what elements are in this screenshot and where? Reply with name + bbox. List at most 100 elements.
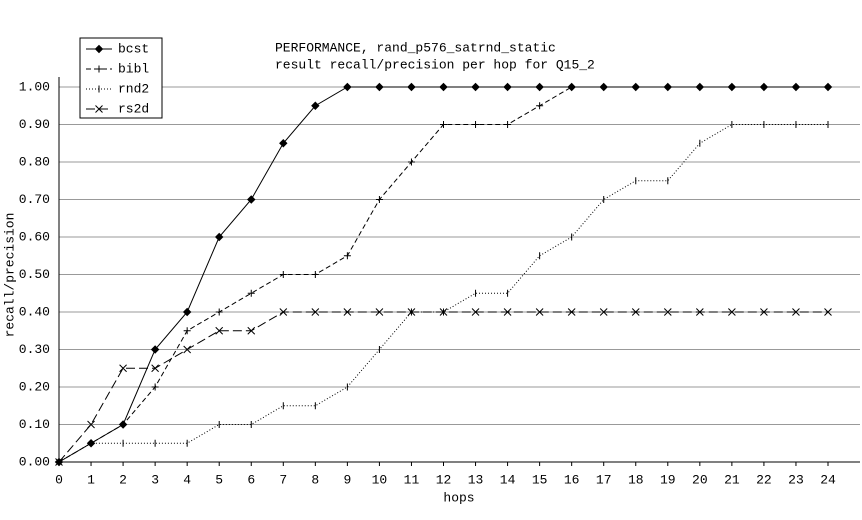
- marker: [55, 458, 63, 466]
- x-tick-label: 17: [596, 472, 612, 487]
- x-tick-label: 5: [215, 472, 223, 487]
- legend-label: rs2d: [118, 101, 149, 116]
- marker: [696, 83, 704, 91]
- marker: [311, 308, 320, 316]
- x-tick-label: 7: [279, 472, 287, 487]
- marker: [535, 308, 544, 316]
- x-tick-label: 3: [151, 472, 159, 487]
- marker: [568, 83, 576, 91]
- x-tick-label: 12: [436, 472, 452, 487]
- x-tick-label: 2: [119, 472, 127, 487]
- marker: [343, 308, 352, 316]
- legend-label: bibl: [118, 61, 149, 76]
- x-tick-label: 22: [756, 472, 772, 487]
- marker: [375, 308, 384, 316]
- marker: [567, 308, 576, 316]
- legend-marker: [95, 105, 103, 113]
- x-tick-label: 24: [820, 472, 836, 487]
- marker: [728, 83, 736, 91]
- marker: [439, 82, 448, 92]
- y-tick-label: 0.80: [19, 154, 50, 169]
- x-axis-label: hops: [443, 490, 474, 505]
- marker: [439, 308, 448, 316]
- x-tick-label: 20: [692, 472, 708, 487]
- marker: [279, 139, 288, 148]
- y-tick-label: 1.00: [19, 79, 50, 94]
- marker: [407, 158, 415, 166]
- marker: [119, 421, 127, 428]
- marker: [151, 364, 159, 373]
- marker: [471, 82, 480, 92]
- legend-label: rnd2: [118, 81, 149, 96]
- marker: [536, 102, 544, 110]
- marker: [247, 289, 255, 297]
- chart-title: PERFORMANCE, rand_p576_satrnd_static: [275, 40, 556, 55]
- x-tick-label: 9: [343, 472, 351, 487]
- marker: [343, 82, 352, 92]
- marker: [695, 308, 704, 316]
- marker: [311, 101, 320, 110]
- marker: [472, 121, 480, 128]
- marker: [279, 271, 287, 278]
- marker: [663, 308, 672, 316]
- x-tick-label: 10: [372, 472, 388, 487]
- x-tick-label: 1: [87, 472, 95, 487]
- marker: [343, 252, 351, 260]
- marker: [632, 83, 640, 91]
- marker: [503, 82, 512, 92]
- x-tick-label: 16: [564, 472, 580, 487]
- x-tick-label: 0: [55, 472, 63, 487]
- marker: [631, 308, 640, 316]
- x-tick-label: 13: [468, 472, 484, 487]
- marker: [311, 271, 319, 278]
- x-tick-label: 18: [628, 472, 644, 487]
- marker: [279, 308, 288, 316]
- y-tick-label: 0.90: [19, 117, 50, 132]
- marker: [535, 82, 544, 92]
- y-tick-label: 0.00: [19, 454, 50, 469]
- marker: [183, 345, 192, 354]
- legend-marker: [95, 65, 103, 73]
- x-tick-label: 8: [311, 472, 319, 487]
- x-tick-label: 19: [660, 472, 676, 487]
- marker: [440, 121, 447, 128]
- marker: [599, 308, 608, 316]
- x-tick-label: 21: [724, 472, 740, 487]
- chart-subtitle: result recall/precision per hop for Q15_…: [275, 57, 595, 72]
- x-tick-label: 6: [247, 472, 255, 487]
- legend-label: bcst: [118, 41, 149, 56]
- marker: [792, 83, 800, 91]
- marker: [87, 420, 95, 429]
- marker: [215, 232, 224, 242]
- marker: [792, 308, 800, 316]
- marker: [215, 308, 223, 316]
- marker: [600, 83, 608, 91]
- y-tick-label: 0.20: [19, 379, 50, 394]
- marker: [375, 196, 383, 203]
- y-tick-label: 0.50: [19, 267, 50, 282]
- marker: [119, 364, 127, 373]
- marker: [503, 308, 512, 316]
- y-tick-label: 0.10: [19, 417, 50, 432]
- marker: [407, 82, 416, 92]
- x-tick-label: 4: [183, 472, 191, 487]
- marker: [728, 308, 736, 316]
- marker: [760, 83, 768, 91]
- marker: [183, 327, 191, 335]
- marker: [824, 83, 832, 91]
- marker: [760, 308, 768, 316]
- x-tick-label: 14: [500, 472, 516, 487]
- marker: [247, 326, 256, 335]
- y-tick-label: 0.70: [19, 192, 50, 207]
- marker: [504, 121, 512, 128]
- marker: [151, 383, 159, 391]
- x-tick-label: 11: [404, 472, 420, 487]
- legend-box: [79, 37, 163, 119]
- series-line: [58, 124, 828, 463]
- marker: [215, 326, 224, 335]
- x-tick-label: 15: [532, 472, 548, 487]
- marker: [375, 82, 384, 92]
- y-axis-label: recall/precision: [2, 213, 17, 338]
- marker: [471, 308, 480, 316]
